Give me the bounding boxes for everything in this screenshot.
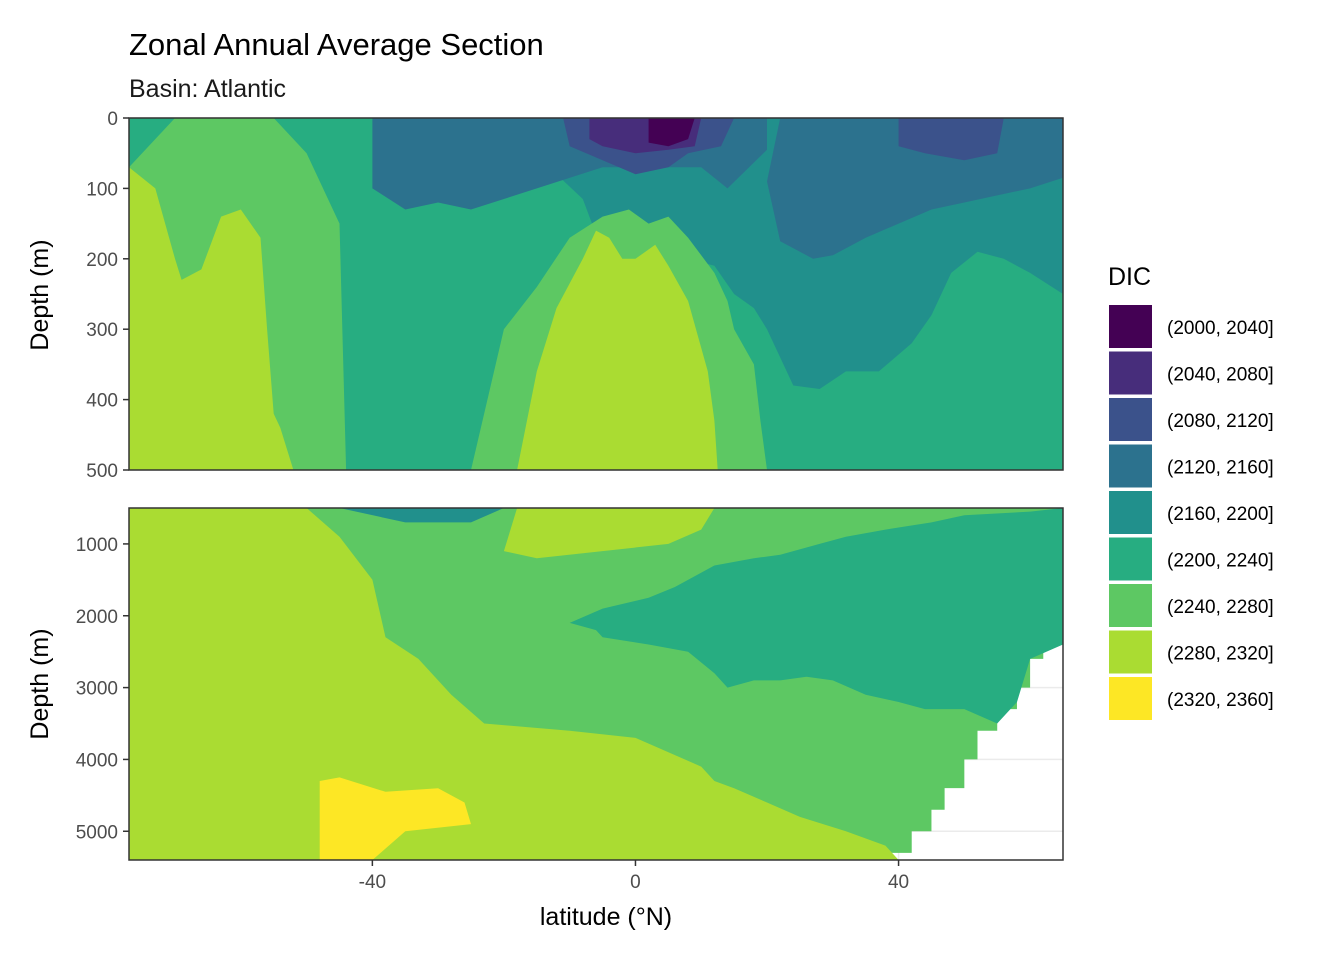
y-tick-label: 1000 [76,535,118,556]
panel-upper: 0 100 200 300 400 500 [86,109,1064,482]
legend-label: (2320, 2360] [1167,690,1274,711]
dic-region-lower-0 [129,508,899,860]
legend-key [1109,305,1152,348]
chart-title: Zonal Annual Average Section [129,27,544,62]
dic-region-lower-2 [339,508,504,523]
legend-key [1109,398,1152,441]
legend-label: (2040, 2080] [1167,365,1274,386]
panel-border [128,117,1064,471]
dic-region-lower-3 [503,508,715,559]
y-tick-label: 2000 [76,607,118,628]
y-axis-label-upper: Depth (m) [26,239,54,350]
y-tick-label: 4000 [76,750,118,771]
dic-region-lower-1 [569,508,1063,724]
y-tick-label: 300 [86,320,118,341]
legend-key [1109,444,1152,488]
legend-label: (2280, 2320] [1167,644,1274,665]
y-tick-label: 500 [86,461,118,482]
y-tick-label: 100 [86,179,118,200]
dic-region-upper-8 [648,118,695,147]
y-tick-label: 5000 [76,822,118,843]
y-tick-label: 3000 [76,679,118,700]
dic-region-upper-6 [898,118,1004,161]
legend-key [1109,351,1152,395]
legend-key [1109,630,1152,674]
panel-border [128,507,1064,861]
x-tick-label: -40 [359,872,386,893]
legend-title: DIC [1108,263,1151,291]
legend-key [1109,584,1152,627]
y-tick-label: 200 [86,250,118,271]
y-axis-label-lower: Depth (m) [26,628,54,739]
legend-label: (2120, 2160] [1167,458,1274,479]
y-tick-label: 400 [86,391,118,412]
x-axis-label: latitude (°N) [540,903,672,931]
legend-key [1109,677,1152,720]
legend-label: (2200, 2240] [1167,551,1274,572]
legend-label: (2240, 2280] [1167,597,1274,618]
legend-label: (2000, 2040] [1167,318,1274,339]
dic-region-lower-4 [319,777,471,860]
legend-label: (2080, 2120] [1167,411,1274,432]
legend-label: (2160, 2200] [1167,504,1274,525]
x-tick-label: 0 [630,872,641,893]
dic-region-upper-10 [517,230,718,470]
legend-key [1109,537,1152,581]
chart-subtitle: Basin: Atlantic [129,75,286,103]
dic-region-upper-1 [129,167,294,471]
legend: DIC (2000, 2040] (2040, 2080] (2080, 2120]… [1108,263,1274,720]
panel-lower: 1000 2000 3000 4000 5000 [76,507,1064,861]
y-tick-label: 0 [107,109,118,130]
legend-key [1109,491,1152,534]
x-tick-label: 40 [888,872,909,893]
